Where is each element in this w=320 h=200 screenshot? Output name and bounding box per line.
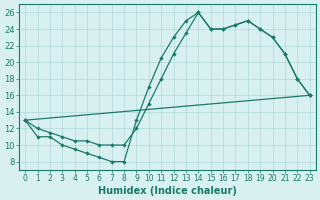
X-axis label: Humidex (Indice chaleur): Humidex (Indice chaleur)	[98, 186, 237, 196]
